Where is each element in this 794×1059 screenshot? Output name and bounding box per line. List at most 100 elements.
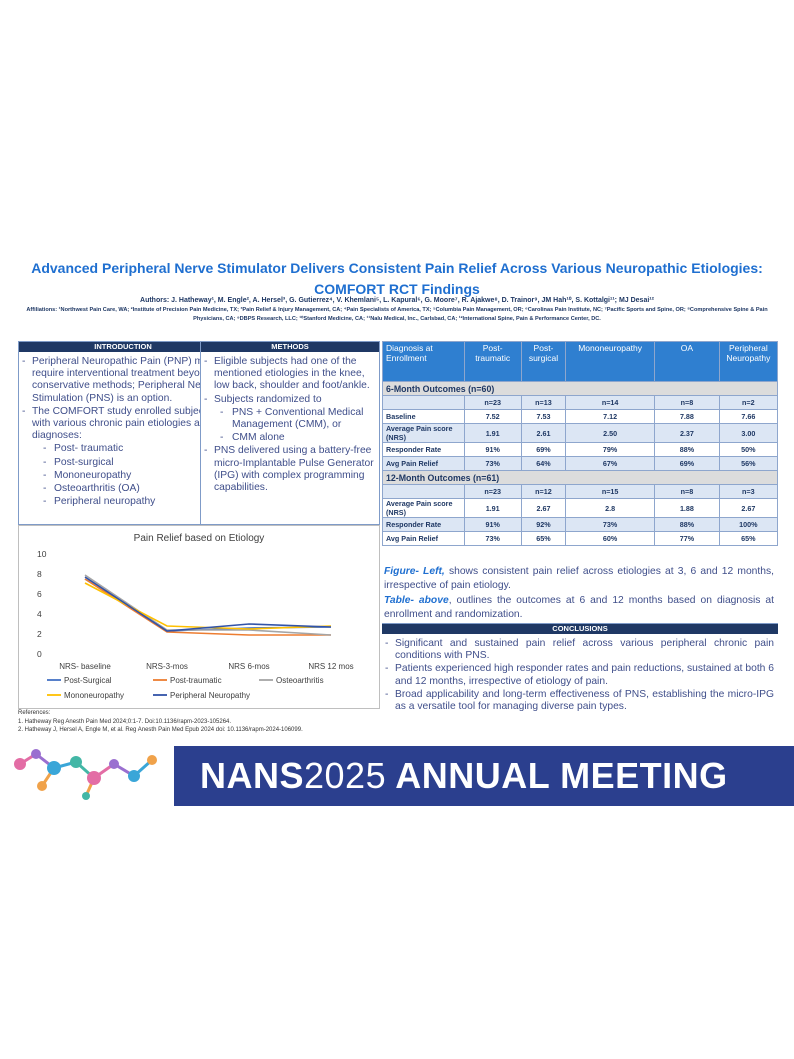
- table-cell: 65%: [520, 531, 567, 546]
- methods-panel: METHODS Eligible subjects had one of the…: [200, 341, 380, 525]
- table-row: Avg Pain Relief 73% 64% 67% 69% 56%: [382, 456, 779, 471]
- introduction-item: The COMFORT study enrolled subjects with…: [19, 406, 227, 443]
- banner-year: 2025: [304, 755, 387, 796]
- conclusion-item: Patients experienced high responder rate…: [382, 663, 778, 687]
- introduction-item: Peripheral Neuropathic Pain (PNP) may re…: [19, 356, 227, 405]
- table-cell: 56%: [718, 456, 779, 471]
- legend-label: Mononeuropathy: [64, 691, 124, 700]
- table-row: n=23 n=13 n=14 n=8 n=2: [382, 395, 779, 410]
- table-cell: 67%: [565, 456, 656, 471]
- outcomes-table-wrap: Diagnosis at Enrollment Post-traumatic P…: [382, 341, 779, 546]
- table-cell: 2.61: [520, 423, 567, 443]
- table-cell: 2.67: [718, 498, 779, 518]
- table-cell: 73%: [463, 456, 522, 471]
- table-cell: 1.88: [654, 498, 720, 518]
- column-header: Mononeuropathy: [565, 341, 656, 382]
- legend-label: Peripheral Neuropathy: [170, 691, 250, 700]
- table-cell: 91%: [463, 517, 522, 532]
- etiology-item: Post- traumatic: [19, 443, 227, 455]
- introduction-header: INTRODUCTION: [19, 342, 227, 352]
- figure-label: Figure- Left,: [384, 566, 445, 577]
- etiology-item: Peripheral neuropathy: [19, 496, 227, 508]
- etiology-item: Post-surgical: [19, 457, 227, 469]
- table-cell: 2.37: [654, 423, 720, 443]
- table-cell: n=13: [520, 395, 567, 410]
- methods-list: Eligible subjects had one of the mention…: [201, 356, 379, 494]
- etiology-item: Mononeuropathy: [19, 470, 227, 482]
- table-row: Average Pain score (NRS) 1.91 2.61 2.50 2.37…: [382, 423, 779, 443]
- x-tick-label: NRS 6-mos: [228, 662, 269, 671]
- table-cell: n=3: [718, 484, 779, 499]
- table-row: Responder Rate 91% 92% 73% 88% 100%: [382, 517, 779, 532]
- methods-item: Eligible subjects had one of the mention…: [201, 356, 379, 393]
- conclusions-list: Significant and sustained pain relief ac…: [382, 638, 778, 713]
- series-line-3: [84, 582, 332, 630]
- table-cell: 88%: [654, 517, 720, 532]
- banner-title: NANS2025 ANNUAL MEETING: [200, 746, 790, 806]
- y-tick-label: 8: [37, 569, 42, 579]
- chart-title: Pain Relief based on Etiology: [134, 533, 265, 544]
- table-cell: 73%: [463, 531, 522, 546]
- references-label: References:: [18, 710, 51, 716]
- table-cell: 79%: [565, 442, 656, 457]
- introduction-list: Peripheral Neuropathic Pain (PNP) may re…: [19, 356, 227, 509]
- table-cell: 3.00: [718, 423, 779, 443]
- table-cell: 2.8: [565, 498, 656, 518]
- table-cell: 100%: [718, 517, 779, 532]
- table-label: Table- above: [384, 595, 449, 606]
- y-tick-label: 6: [37, 589, 42, 599]
- x-tick-label: NRS 12 mos: [308, 662, 353, 671]
- table-cell: 69%: [520, 442, 567, 457]
- table-cell: n=12: [520, 484, 567, 499]
- column-header: Diagnosis at Enrollment: [382, 341, 465, 382]
- table-cell: 7.66: [718, 409, 779, 424]
- table-cell: 7.53: [520, 409, 567, 424]
- row-label: Average Pain score (NRS): [382, 423, 465, 443]
- conclusions-panel: CONCLUSIONS Significant and sustained pa…: [382, 623, 778, 722]
- figure-text: shows consistent pain relief across etio…: [384, 566, 774, 591]
- banner-rest: ANNUAL MEETING: [386, 755, 728, 796]
- legend-label: Post-Surgical: [64, 676, 112, 685]
- row-label: Average Pain score (NRS): [382, 498, 465, 518]
- table-row: n=23 n=12 n=15 n=8 n=3: [382, 484, 779, 499]
- row-label: [382, 395, 465, 410]
- series-line-0: [84, 578, 332, 632]
- table-cell: 65%: [718, 531, 779, 546]
- table-cell: 92%: [520, 517, 567, 532]
- table-cell: n=14: [565, 395, 656, 410]
- y-tick-label: 2: [37, 629, 42, 639]
- column-header: Post-surgical: [520, 341, 567, 382]
- table-cell: 64%: [520, 456, 567, 471]
- table-row: Avg Pain Relief 73% 65% 60% 77% 65%: [382, 531, 779, 546]
- table-cell: 7.52: [463, 409, 522, 424]
- etiology-item: Osteoarthritis (OA): [19, 483, 227, 495]
- table-cell: n=8: [654, 395, 720, 410]
- table-cell: 73%: [565, 517, 656, 532]
- twelve-month-rows: n=23 n=12 n=15 n=8 n=3 Average Pain score (NR…: [382, 484, 779, 546]
- series-line-1: [84, 578, 331, 636]
- column-header: OA: [654, 341, 720, 382]
- section-header: 6-Month Outcomes (n=60): [382, 381, 778, 396]
- poster-title: Advanced Peripheral Nerve Stimulator Del…: [31, 260, 763, 297]
- table-cell: 60%: [565, 531, 656, 546]
- authors-line: Authors: J. Hatheway¹, M. Engle², A. Her…: [140, 297, 654, 304]
- affiliations-line: Affiliations: ¹Northwest Pain Care, WA; …: [26, 307, 768, 322]
- column-header: Post-traumatic: [463, 341, 522, 382]
- conclusions-header: CONCLUSIONS: [382, 624, 778, 634]
- table-cell: n=2: [718, 395, 779, 410]
- six-month-rows: n=23 n=13 n=14 n=8 n=2 Baseline 7.52 7.53 7.12 7.…: [382, 395, 779, 471]
- table-row: Average Pain score (NRS) 1.91 2.67 2.8 1.88 2…: [382, 498, 779, 518]
- x-tick-label: NRS- baseline: [59, 662, 111, 671]
- randomization-arm: PNS + Conventional Medical Management (C…: [201, 407, 379, 431]
- row-label: Avg Pain Relief: [382, 456, 465, 471]
- series-line-2: [84, 574, 332, 636]
- figure-caption: Figure- Left, shows consistent pain reli…: [384, 565, 774, 621]
- table-cell: 1.91: [463, 423, 522, 443]
- banner-brand: NANS: [200, 755, 305, 796]
- table-cell: n=23: [463, 395, 522, 410]
- introduction-panel: INTRODUCTION Peripheral Neuropathic Pain…: [18, 341, 228, 525]
- legend-label: Osteoarthritis: [276, 676, 324, 685]
- banner-bar: [174, 746, 794, 806]
- reference-item: 1. Hatheway Reg Anesth Pain Med 2024;0:1…: [18, 718, 232, 725]
- table-cell: 69%: [654, 456, 720, 471]
